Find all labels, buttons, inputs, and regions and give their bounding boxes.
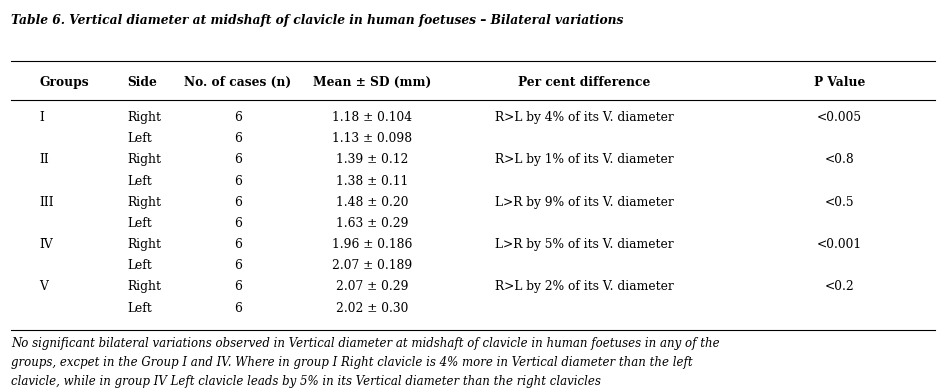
Text: 6: 6 (234, 280, 241, 294)
Text: <0.8: <0.8 (824, 153, 854, 167)
Text: 6: 6 (234, 217, 241, 230)
Text: Left: Left (127, 174, 152, 188)
Text: groups, excpet in the Group I and IV. Where in group I Right clavicle is 4% more: groups, excpet in the Group I and IV. Wh… (11, 356, 693, 369)
Text: 1.48 ± 0.20: 1.48 ± 0.20 (337, 196, 408, 209)
Text: IV: IV (40, 238, 54, 251)
Text: 6: 6 (234, 111, 241, 124)
Text: Left: Left (127, 217, 152, 230)
Text: Right: Right (127, 196, 161, 209)
Text: 6: 6 (234, 174, 241, 188)
Text: 1.13 ± 0.098: 1.13 ± 0.098 (333, 132, 412, 145)
Text: <0.005: <0.005 (817, 111, 862, 124)
Text: 1.38 ± 0.11: 1.38 ± 0.11 (337, 174, 408, 188)
Text: 1.39 ± 0.12: 1.39 ± 0.12 (337, 153, 408, 167)
Text: 2.07 ± 0.189: 2.07 ± 0.189 (332, 259, 413, 272)
Text: Side: Side (127, 76, 157, 89)
Text: 6: 6 (234, 196, 241, 209)
Text: I: I (40, 111, 44, 124)
Text: 1.96 ± 0.186: 1.96 ± 0.186 (332, 238, 413, 251)
Text: Right: Right (127, 238, 161, 251)
Text: 6: 6 (234, 132, 241, 145)
Text: L>R by 9% of its V. diameter: L>R by 9% of its V. diameter (495, 196, 674, 209)
Text: 2.07 ± 0.29: 2.07 ± 0.29 (337, 280, 408, 294)
Text: No significant bilateral variations observed in Vertical diameter at midshaft of: No significant bilateral variations obse… (11, 337, 720, 350)
Text: No. of cases (n): No. of cases (n) (184, 76, 291, 89)
Text: 6: 6 (234, 153, 241, 167)
Text: <0.5: <0.5 (824, 196, 854, 209)
Text: R>L by 2% of its V. diameter: R>L by 2% of its V. diameter (495, 280, 674, 294)
Text: Left: Left (127, 132, 152, 145)
Text: 1.18 ± 0.104: 1.18 ± 0.104 (333, 111, 412, 124)
Text: 6: 6 (234, 301, 241, 315)
Text: Right: Right (127, 153, 161, 167)
Text: R>L by 1% of its V. diameter: R>L by 1% of its V. diameter (495, 153, 674, 167)
Text: R>L by 4% of its V. diameter: R>L by 4% of its V. diameter (495, 111, 674, 124)
Text: 6: 6 (234, 238, 241, 251)
Text: Right: Right (127, 280, 161, 294)
Text: clavicle, while in group IV Left clavicle leads by 5% in its Vertical diameter t: clavicle, while in group IV Left clavicl… (11, 375, 602, 388)
Text: 2.02 ± 0.30: 2.02 ± 0.30 (337, 301, 408, 315)
Text: Left: Left (127, 301, 152, 315)
Text: P Value: P Value (814, 76, 865, 89)
Text: Per cent difference: Per cent difference (519, 76, 651, 89)
Text: Groups: Groups (40, 76, 90, 89)
Text: <0.001: <0.001 (817, 238, 862, 251)
Text: Left: Left (127, 259, 152, 272)
Text: 1.63 ± 0.29: 1.63 ± 0.29 (337, 217, 408, 230)
Text: V: V (40, 280, 48, 294)
Text: III: III (40, 196, 55, 209)
Text: L>R by 5% of its V. diameter: L>R by 5% of its V. diameter (495, 238, 674, 251)
Text: 6: 6 (234, 259, 241, 272)
Text: <0.2: <0.2 (824, 280, 854, 294)
Text: Mean ± SD (mm): Mean ± SD (mm) (313, 76, 432, 89)
Text: Table 6. Vertical diameter at midshaft of clavicle in human foetuses – Bilateral: Table 6. Vertical diameter at midshaft o… (11, 14, 623, 27)
Text: Right: Right (127, 111, 161, 124)
Text: II: II (40, 153, 49, 167)
